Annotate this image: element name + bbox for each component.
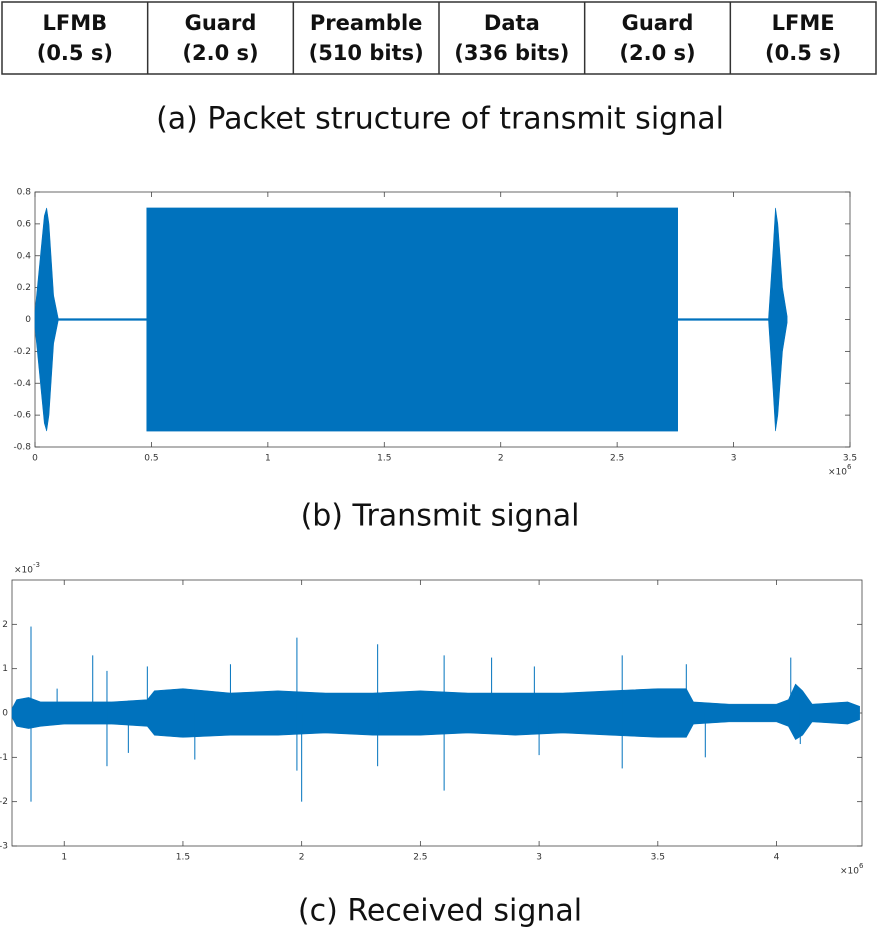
- x-tick-label: 0: [32, 454, 38, 464]
- x-tick-label: 1: [265, 454, 271, 464]
- y-tick-label: -0.2: [13, 347, 31, 357]
- x-tick-label: 3: [731, 454, 737, 464]
- x-multiplier: ×106: [828, 463, 852, 478]
- y-tick-label: 1: [2, 664, 8, 674]
- y-tick-label: -2: [0, 797, 8, 807]
- cell-name: Data: [484, 11, 540, 35]
- caption: (b) Transmit signal: [301, 499, 580, 534]
- y-tick-label: 2: [2, 620, 8, 630]
- cell-name: LFMB: [43, 11, 108, 35]
- cell-name: Guard: [185, 11, 257, 35]
- y-multiplier: ×10-3: [14, 561, 40, 576]
- y-tick-label: -1: [0, 753, 8, 763]
- signal-envelope: [34, 207, 788, 432]
- cell-detail: (2.0 s): [619, 41, 695, 65]
- x-tick-label: 1.5: [377, 454, 391, 464]
- x-tick-label: 2: [498, 454, 504, 464]
- y-tick-label: 0.4: [17, 251, 32, 261]
- cell-detail: (2.0 s): [182, 41, 258, 65]
- x-tick-label: 4: [774, 853, 780, 863]
- x-tick-label: 2.5: [413, 853, 427, 863]
- y-tick-label: -0.4: [13, 379, 31, 389]
- x-tick-label: 2.5: [610, 454, 624, 464]
- y-tick-label: -3: [0, 842, 8, 852]
- y-tick-label: 0.2: [17, 283, 31, 293]
- cell-name: LFME: [772, 11, 835, 35]
- x-tick-label: 3.5: [843, 454, 857, 464]
- x-tick-label: 0.5: [144, 454, 158, 464]
- x-exponent: 6: [847, 463, 852, 471]
- y-tick-label: 0: [25, 315, 31, 325]
- cell-detail: (510 bits): [309, 41, 424, 65]
- caption: (a) Packet structure of transmit signal: [156, 102, 724, 137]
- cell-name: Preamble: [310, 11, 423, 35]
- y-exponent: -3: [33, 561, 40, 569]
- x-tick-label: 3: [536, 853, 542, 863]
- cell-detail: (336 bits): [454, 41, 569, 65]
- y-tick-label: 0: [2, 709, 8, 719]
- y-tick-label: -0.8: [13, 443, 31, 453]
- y-tick-label: 0.8: [17, 188, 32, 198]
- y-tick-label: 0.6: [17, 219, 32, 229]
- cell-detail: (0.5 s): [765, 41, 841, 65]
- cell-name: Guard: [622, 11, 694, 35]
- x-exponent: 6: [859, 862, 864, 870]
- x-tick-label: 3.5: [651, 853, 665, 863]
- x-multiplier: ×106: [840, 862, 864, 877]
- x-tick-label: 2: [299, 853, 305, 863]
- x-tick-label: 1.5: [176, 853, 190, 863]
- x-tick-label: 1: [61, 853, 67, 863]
- cell-detail: (0.5 s): [37, 41, 113, 65]
- y-tick-label: -0.6: [13, 411, 31, 421]
- signal-envelope: [11, 683, 860, 741]
- caption: (c) Received signal: [298, 894, 582, 929]
